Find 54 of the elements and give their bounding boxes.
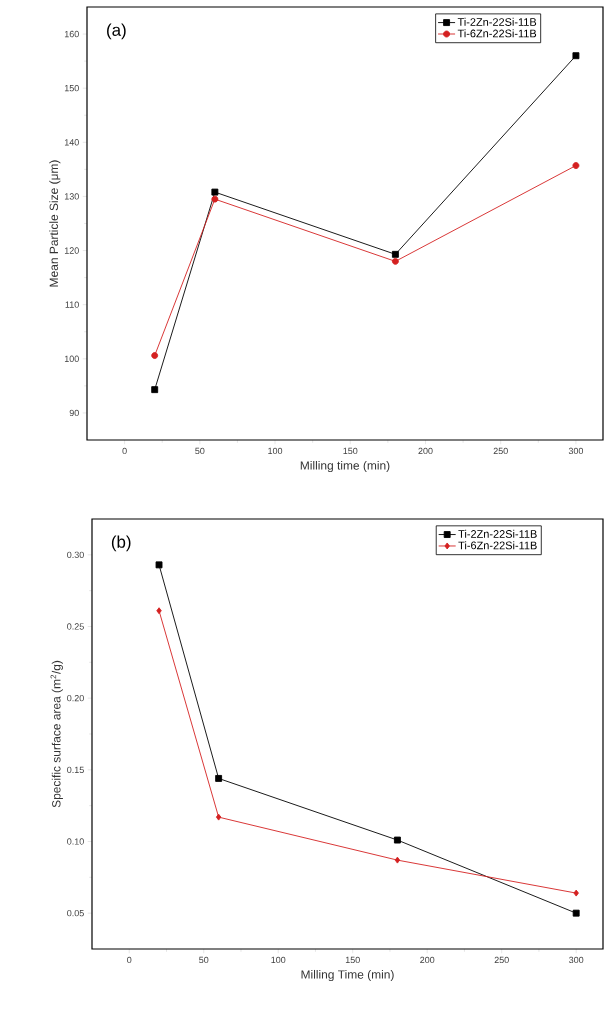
y-tick-label: 140 [64,139,79,146]
point [572,162,580,170]
y-tick-label: 150 [64,85,79,92]
y-tick-label: 110 [65,301,79,308]
x-tick-label: 200 [418,447,433,455]
point [394,856,401,864]
point [573,889,579,897]
annotation: (a) [107,23,126,40]
legend-label: Ti-6Zn-22Si-11B [457,29,537,38]
y-tick-label: 0.20 [67,694,84,702]
x-tick-label: 150 [343,447,358,455]
y-tick-label: 0.30 [67,551,84,558]
x-tick-label: 50 [199,956,209,964]
x-tick-label: 100 [268,447,283,455]
x-tick-label: 250 [494,956,509,964]
point [393,836,401,844]
x-tick-label: 300 [568,447,584,455]
point [151,352,159,359]
y-tick-label: 0.15 [67,766,84,773]
x-axis-title: Milling Time (min) [301,969,394,982]
annotation: (b) [111,535,131,552]
point [572,909,580,917]
x-tick-label: 300 [569,956,584,964]
x-tick-label: 0 [122,447,127,455]
x-tick-label: 50 [195,447,205,455]
point [151,386,159,394]
x-tick-label: 200 [420,956,435,964]
x-tick-label: 0 [127,956,132,964]
point [215,813,222,821]
x-tick-label: 250 [493,447,508,455]
legend-label: Ti-6Zn-22Si-11B [458,541,537,550]
point [215,774,223,782]
legend-label: Ti-2Zn-22Si-11B [458,529,537,538]
point [211,188,219,196]
x-tick-label: 150 [345,956,360,964]
y-axis-title: Mean Particle Size (μm) [49,160,61,287]
point [391,250,399,258]
y-tick-label: 130 [64,193,79,200]
y-tick-label: 100 [64,355,79,362]
y-axis-title: Specific surface area (m$^{2}$/g) [50,660,63,808]
legend-label: Ti-2Zn-22Si-11B [457,17,537,26]
x-tick-label: 100 [271,956,286,964]
y-tick-label: 90 [69,409,79,417]
y-tick-label: 120 [64,247,79,254]
point [391,257,399,265]
point [211,195,219,203]
point [155,561,163,569]
point [572,52,580,60]
y-tick-label: 0.25 [67,623,84,630]
point [156,607,162,615]
y-tick-label: 160 [64,30,79,38]
y-tick-label: 0.10 [67,838,84,845]
y-tick-label: 0.05 [67,909,84,917]
x-axis-title: Milling time (min) [300,460,390,473]
